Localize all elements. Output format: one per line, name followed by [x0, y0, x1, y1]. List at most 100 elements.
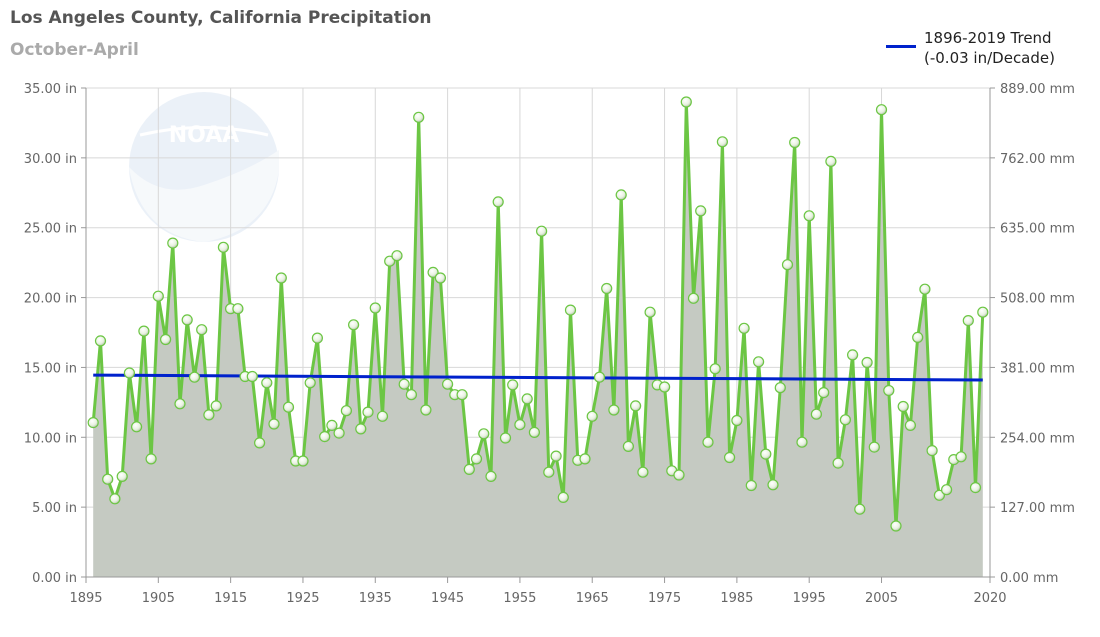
- data-point-1938[interactable]: [391, 250, 403, 262]
- data-point-1920[interactable]: [261, 377, 273, 389]
- data-point-1914[interactable]: [217, 241, 229, 253]
- data-point-1983[interactable]: [716, 136, 729, 148]
- data-point-1994[interactable]: [796, 436, 808, 448]
- data-point-1896[interactable]: [87, 417, 99, 429]
- data-point-1958[interactable]: [535, 225, 548, 237]
- data-point-1907[interactable]: [167, 237, 179, 249]
- data-point-1984[interactable]: [723, 451, 736, 464]
- data-point-2008[interactable]: [897, 400, 909, 413]
- data-point-1954[interactable]: [507, 379, 519, 391]
- data-point-1995[interactable]: [803, 210, 815, 222]
- data-point-2000[interactable]: [839, 414, 852, 426]
- data-point-1944[interactable]: [434, 272, 446, 284]
- data-point-1968[interactable]: [608, 404, 620, 416]
- data-point-1936[interactable]: [376, 410, 389, 422]
- data-point-1898[interactable]: [102, 473, 114, 485]
- data-point-1962[interactable]: [564, 304, 577, 316]
- data-point-1910[interactable]: [188, 371, 201, 383]
- data-point-1975[interactable]: [658, 381, 671, 393]
- data-point-1980[interactable]: [695, 205, 707, 217]
- data-point-1971[interactable]: [629, 400, 642, 412]
- data-point-1901[interactable]: [123, 367, 135, 379]
- data-point-1972[interactable]: [637, 466, 649, 478]
- data-point-1908[interactable]: [174, 398, 186, 410]
- data-point-1939[interactable]: [398, 378, 410, 390]
- data-point-2002[interactable]: [854, 503, 866, 515]
- data-point-1899[interactable]: [109, 493, 121, 505]
- data-point-1934[interactable]: [362, 406, 374, 418]
- data-point-1956[interactable]: [521, 393, 533, 405]
- data-point-1906[interactable]: [160, 333, 172, 346]
- data-point-2005[interactable]: [875, 104, 888, 116]
- data-point-1973[interactable]: [644, 306, 656, 318]
- data-point-1932[interactable]: [348, 319, 360, 331]
- data-point-1992[interactable]: [781, 259, 794, 271]
- data-point-1903[interactable]: [138, 325, 150, 337]
- data-point-1993[interactable]: [789, 136, 801, 149]
- data-point-1935[interactable]: [369, 302, 381, 314]
- legend[interactable]: 1896-2019 Trend (-0.03 in/Decade): [886, 28, 1055, 68]
- data-point-1949[interactable]: [470, 453, 483, 465]
- data-point-1991[interactable]: [774, 382, 786, 394]
- data-point-1959[interactable]: [543, 466, 555, 478]
- data-point-1943[interactable]: [427, 266, 439, 278]
- data-point-1928[interactable]: [319, 431, 331, 443]
- data-point-1942[interactable]: [420, 404, 432, 416]
- data-point-1979[interactable]: [687, 292, 700, 304]
- data-point-1927[interactable]: [311, 332, 323, 344]
- data-point-1966[interactable]: [593, 371, 606, 383]
- data-point-1902[interactable]: [131, 421, 143, 433]
- data-point-2013[interactable]: [933, 489, 946, 501]
- data-point-2007[interactable]: [890, 520, 902, 532]
- data-point-1929[interactable]: [326, 419, 338, 431]
- data-point-1911[interactable]: [196, 324, 208, 336]
- data-point-1967[interactable]: [601, 282, 613, 295]
- data-point-1941[interactable]: [413, 111, 425, 123]
- data-point-2016[interactable]: [955, 451, 967, 463]
- data-point-2018[interactable]: [969, 482, 982, 494]
- data-point-2006[interactable]: [883, 384, 895, 397]
- data-point-1925[interactable]: [297, 455, 309, 467]
- data-point-1999[interactable]: [832, 457, 844, 469]
- data-point-1940[interactable]: [405, 389, 417, 401]
- data-point-1952[interactable]: [492, 196, 504, 208]
- data-point-2004[interactable]: [868, 441, 880, 453]
- data-point-2012[interactable]: [926, 445, 938, 457]
- data-point-1997[interactable]: [818, 387, 830, 399]
- data-point-1904[interactable]: [145, 453, 157, 465]
- data-point-1965[interactable]: [586, 410, 598, 422]
- data-point-1897[interactable]: [94, 335, 107, 347]
- data-point-1990[interactable]: [767, 479, 779, 491]
- data-point-1926[interactable]: [304, 377, 316, 389]
- data-point-1987[interactable]: [745, 479, 757, 492]
- data-point-1961[interactable]: [557, 491, 569, 503]
- data-point-1909[interactable]: [181, 314, 193, 326]
- data-point-1937[interactable]: [384, 255, 396, 267]
- data-point-1977[interactable]: [673, 469, 685, 481]
- data-point-1981[interactable]: [702, 436, 714, 448]
- data-point-1918[interactable]: [246, 370, 258, 383]
- data-point-1912[interactable]: [203, 409, 215, 421]
- data-point-1905[interactable]: [152, 290, 164, 302]
- data-point-1922[interactable]: [275, 272, 287, 284]
- data-point-2001[interactable]: [846, 349, 859, 361]
- data-point-1950[interactable]: [478, 428, 490, 440]
- data-point-2017[interactable]: [962, 315, 974, 327]
- data-point-1986[interactable]: [738, 322, 750, 334]
- data-point-1988[interactable]: [752, 356, 765, 368]
- data-point-2010[interactable]: [912, 331, 924, 343]
- data-point-1919[interactable]: [254, 437, 266, 449]
- data-point-1931[interactable]: [340, 405, 352, 417]
- data-point-2003[interactable]: [861, 356, 873, 369]
- data-point-1969[interactable]: [615, 189, 627, 201]
- data-point-1953[interactable]: [499, 432, 512, 444]
- data-point-1930[interactable]: [333, 427, 345, 439]
- data-point-1923[interactable]: [282, 401, 295, 413]
- data-point-1947[interactable]: [456, 389, 468, 401]
- data-point-1951[interactable]: [485, 470, 497, 482]
- data-point-1916[interactable]: [232, 303, 244, 315]
- data-point-1964[interactable]: [579, 453, 591, 465]
- data-point-1900[interactable]: [116, 470, 128, 482]
- data-point-1978[interactable]: [680, 96, 692, 108]
- data-point-1948[interactable]: [463, 463, 475, 475]
